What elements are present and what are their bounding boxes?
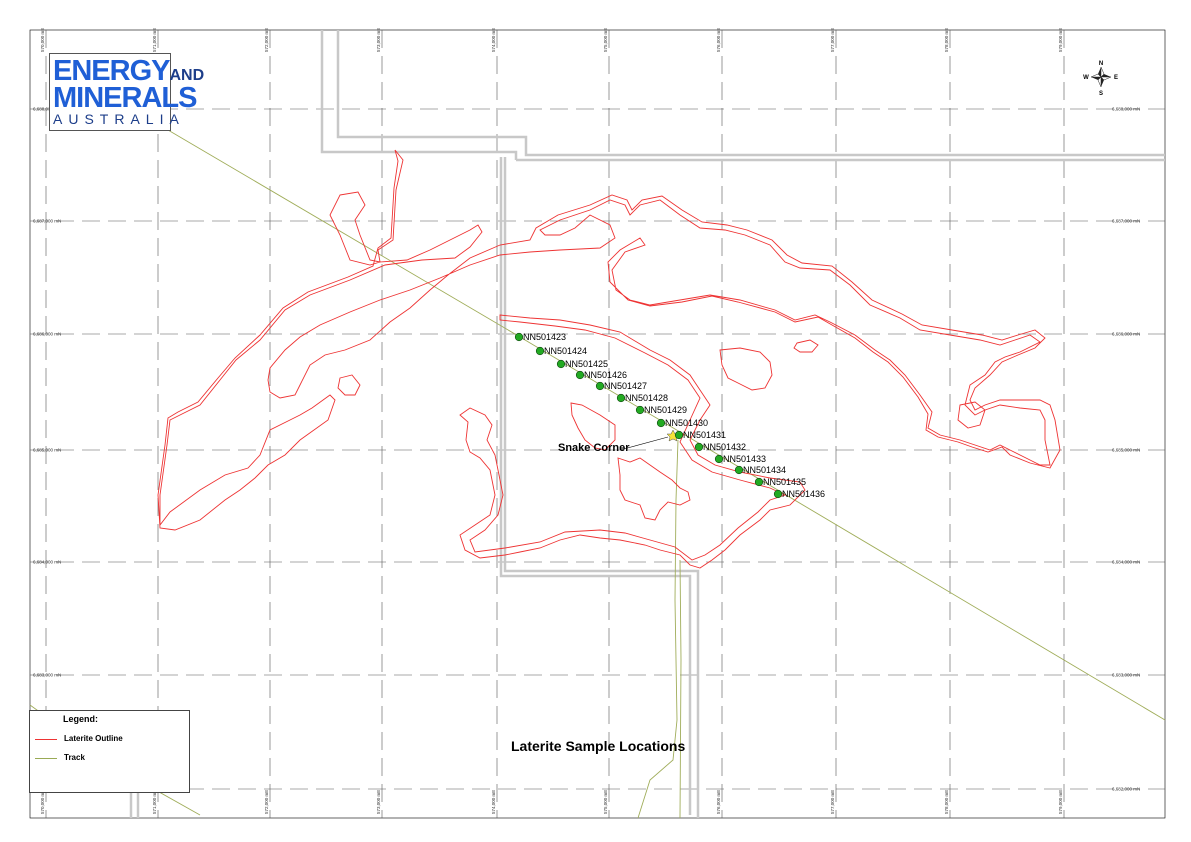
track-lines [29,129,1166,819]
sample-label: NN501429 [644,405,687,415]
sample-label: NN501433 [723,454,766,464]
compass-e: E [1114,75,1118,81]
sample-label: NN501426 [584,370,627,380]
easting-label-top: 572,000 mE [264,28,269,52]
easting-label-top: 574,000 mE [491,28,496,52]
northing-label-left: 6,684,000 mN [33,560,61,565]
sample-label: NN501425 [565,359,608,369]
sample-point [656,418,666,428]
sample-label: NN501432 [703,442,746,452]
sample-point [674,430,684,440]
easting-label-bottom: 574,000 mE [491,790,496,814]
northing-label-right: 6,688,000 mN [1112,107,1140,112]
northing-label-left: 6,687,000 mN [33,219,61,224]
sample-points: NN501423 NN501424 NN501425NN501426NN501427… [514,332,825,499]
sample-point [616,393,626,403]
easting-label-top: 575,000 mE [603,28,608,52]
easting-label-bottom: 577,000 mE [830,790,835,814]
sample-point [714,454,724,464]
compass-n: N [1099,61,1103,67]
northing-label-left: 6,686,000 mN [33,332,61,337]
sample-point [575,370,585,380]
legend: Legend: Laterite Outline Track [29,710,190,793]
sample-label: NN501434 [743,465,786,475]
legend-title: Legend: [63,714,98,724]
sample-point [694,442,704,452]
compass-w: W [1083,75,1089,81]
northing-label-left: 6,683,000 mN [33,673,61,678]
sample-point [535,346,545,356]
easting-label-top: 573,000 mE [376,28,381,52]
easting-label-bottom: 570,000 mE [40,790,45,814]
easting-label-bottom: 578,000 mE [944,790,949,814]
logo-line3: AUSTRALIA [53,111,185,127]
sample-label: NN501427 [604,381,647,391]
northing-label-right: 6,687,000 mN [1112,219,1140,224]
northing-label-right: 6,686,000 mN [1112,332,1140,337]
easting-label-top: 570,000 mE [40,28,45,52]
easting-label-bottom: 575,000 mE [603,790,608,814]
place-label: Snake Corner [558,442,630,454]
map-frame [29,29,1166,819]
northing-label-left: 6,685,000 mN [33,448,61,453]
easting-label-top: 571,000 mE [152,28,157,52]
sample-label: NN501428 [625,393,668,403]
sample-point [754,477,764,487]
tenement-boundaries [30,30,1165,818]
logo-and: AND [169,67,205,84]
compass-s: S [1099,91,1103,97]
sample-point [514,332,524,342]
north-arrow-icon: N S E W [1083,61,1118,97]
sample-point [556,359,566,369]
easting-label-bottom: 572,000 mE [264,790,269,814]
sample-point [773,489,783,499]
sample-label: NN501430 [665,418,708,428]
coordinate-labels: 570,000 mE 570,000 mE 571,000 mE 571,000 mE… [33,28,1140,814]
sample-label: NN501424 [544,346,587,356]
legend-swatch-laterite [35,739,57,740]
legend-item-laterite: Laterite Outline [64,734,123,743]
easting-label-top: 577,000 mE [830,28,835,52]
sample-label: NN501423 [523,332,566,342]
easting-label-top: 579,000 mE [1058,28,1063,52]
easting-label-bottom: 579,000 mE [1058,790,1063,814]
easting-label-bottom: 571,000 mE [152,790,157,814]
sample-label: NN501435 [763,477,806,487]
map-title: Laterite Sample Locations [511,738,686,754]
legend-item-track: Track [64,753,85,762]
legend-swatch-track [35,758,57,759]
sample-label: NN501436 [782,489,825,499]
logo-line2: MINERALS [53,82,197,114]
place-leader-line [619,436,669,451]
easting-label-bottom: 576,000 mE [716,790,721,814]
northing-label-right: 6,684,000 mN [1112,560,1140,565]
northing-label-right: 6,683,000 mN [1112,673,1140,678]
sample-point [635,405,645,415]
laterite-outlines [157,149,1061,569]
northing-label-right: 6,685,000 mN [1112,448,1140,453]
easting-label-top: 576,000 mE [716,28,721,52]
easting-label-bottom: 573,000 mE [376,790,381,814]
sample-point [595,381,605,391]
sample-point [734,465,744,475]
company-logo: ENERGYAND MINERALS AUSTRALIA [49,53,204,131]
easting-label-top: 578,000 mE [944,28,949,52]
coordinate-grid [30,30,1165,818]
sample-label: NN501431 [683,430,726,440]
northing-label-right: 6,682,000 mN [1112,787,1140,792]
logo-line1: ENERGY [53,55,170,87]
northing-label-left: 6,688,000 mN [33,107,61,112]
